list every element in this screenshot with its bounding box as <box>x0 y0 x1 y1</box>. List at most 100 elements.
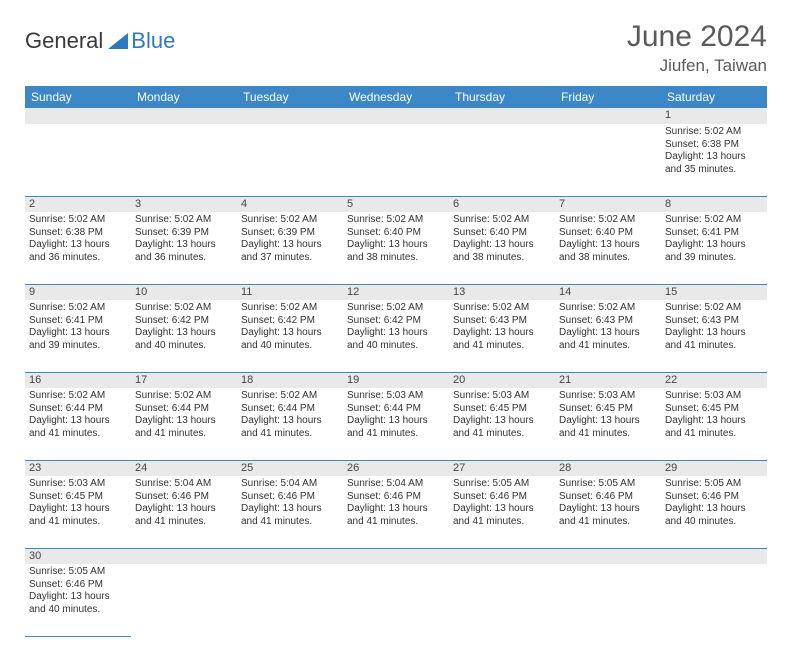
logo: GeneralBlue <box>25 28 175 54</box>
day-number-cell: 1 <box>661 108 767 124</box>
day-number-cell: 24 <box>131 460 237 476</box>
day-number-cell <box>343 108 449 124</box>
day-number-cell: 23 <box>25 460 131 476</box>
day-cell: Sunrise: 5:05 AMSunset: 6:46 PMDaylight:… <box>25 564 131 636</box>
day-cell: Sunrise: 5:02 AMSunset: 6:40 PMDaylight:… <box>555 212 661 284</box>
day-cell <box>449 124 555 196</box>
daylight-line: Daylight: 13 hours and 41 minutes. <box>347 415 445 440</box>
day-number-cell: 18 <box>237 372 343 388</box>
sunset-line: Sunset: 6:46 PM <box>241 491 339 504</box>
day-cell-content: Sunrise: 5:02 AMSunset: 6:44 PMDaylight:… <box>25 388 131 444</box>
day-cell <box>449 564 555 636</box>
day-cell-content: Sunrise: 5:02 AMSunset: 6:43 PMDaylight:… <box>661 300 767 356</box>
sunset-line: Sunset: 6:44 PM <box>241 403 339 416</box>
day-number-cell: 15 <box>661 284 767 300</box>
day-cell: Sunrise: 5:02 AMSunset: 6:38 PMDaylight:… <box>25 212 131 284</box>
day-cell: Sunrise: 5:03 AMSunset: 6:45 PMDaylight:… <box>449 388 555 460</box>
day-number-cell: 2 <box>25 196 131 212</box>
day-cell: Sunrise: 5:02 AMSunset: 6:39 PMDaylight:… <box>237 212 343 284</box>
day-cell: Sunrise: 5:04 AMSunset: 6:46 PMDaylight:… <box>237 476 343 548</box>
day-number-cell: 28 <box>555 460 661 476</box>
sunrise-line: Sunrise: 5:02 AM <box>559 302 657 315</box>
day-number-row: 9101112131415 <box>25 284 767 300</box>
day-cell-content: Sunrise: 5:03 AMSunset: 6:45 PMDaylight:… <box>555 388 661 444</box>
daylight-line: Daylight: 13 hours and 36 minutes. <box>135 239 233 264</box>
sunset-line: Sunset: 6:41 PM <box>29 315 127 328</box>
day-cell <box>343 124 449 196</box>
day-number-cell: 14 <box>555 284 661 300</box>
week-row: Sunrise: 5:05 AMSunset: 6:46 PMDaylight:… <box>25 564 767 636</box>
daylight-line: Daylight: 13 hours and 41 minutes. <box>241 503 339 528</box>
day-cell: Sunrise: 5:02 AMSunset: 6:44 PMDaylight:… <box>131 388 237 460</box>
day-number-row: 23242526272829 <box>25 460 767 476</box>
daylight-line: Daylight: 13 hours and 41 minutes. <box>135 503 233 528</box>
day-cell <box>343 564 449 636</box>
sunset-line: Sunset: 6:46 PM <box>559 491 657 504</box>
day-cell: Sunrise: 5:03 AMSunset: 6:45 PMDaylight:… <box>661 388 767 460</box>
day-cell-content: Sunrise: 5:02 AMSunset: 6:38 PMDaylight:… <box>25 212 131 268</box>
weekday-header: Friday <box>555 86 661 108</box>
day-cell: Sunrise: 5:02 AMSunset: 6:43 PMDaylight:… <box>661 300 767 372</box>
day-cell: Sunrise: 5:02 AMSunset: 6:43 PMDaylight:… <box>449 300 555 372</box>
day-cell <box>237 564 343 636</box>
sunset-line: Sunset: 6:38 PM <box>665 139 763 152</box>
logo-sail-icon <box>106 31 130 51</box>
day-number-cell: 22 <box>661 372 767 388</box>
daylight-line: Daylight: 13 hours and 35 minutes. <box>665 151 763 176</box>
daylight-line: Daylight: 13 hours and 41 minutes. <box>347 503 445 528</box>
day-number-row: 30 <box>25 548 767 564</box>
day-number-row: 2345678 <box>25 196 767 212</box>
sunset-line: Sunset: 6:45 PM <box>453 403 551 416</box>
sunrise-line: Sunrise: 5:03 AM <box>453 390 551 403</box>
day-cell-content: Sunrise: 5:02 AMSunset: 6:40 PMDaylight:… <box>449 212 555 268</box>
daylight-line: Daylight: 13 hours and 38 minutes. <box>453 239 551 264</box>
day-number-cell: 10 <box>131 284 237 300</box>
day-number-cell: 26 <box>343 460 449 476</box>
day-number-cell <box>661 548 767 564</box>
sunrise-line: Sunrise: 5:02 AM <box>29 390 127 403</box>
sunset-line: Sunset: 6:46 PM <box>135 491 233 504</box>
sunrise-line: Sunrise: 5:03 AM <box>347 390 445 403</box>
sunrise-line: Sunrise: 5:04 AM <box>347 478 445 491</box>
day-number-cell: 9 <box>25 284 131 300</box>
day-number-cell: 8 <box>661 196 767 212</box>
week-row: Sunrise: 5:02 AMSunset: 6:44 PMDaylight:… <box>25 388 767 460</box>
day-cell-content: Sunrise: 5:03 AMSunset: 6:45 PMDaylight:… <box>25 476 131 532</box>
weekday-header: Tuesday <box>237 86 343 108</box>
daylight-line: Daylight: 13 hours and 40 minutes. <box>347 327 445 352</box>
day-cell-content: Sunrise: 5:02 AMSunset: 6:38 PMDaylight:… <box>661 124 767 180</box>
day-number-cell: 13 <box>449 284 555 300</box>
sunrise-line: Sunrise: 5:04 AM <box>241 478 339 491</box>
day-cell-content: Sunrise: 5:02 AMSunset: 6:41 PMDaylight:… <box>661 212 767 268</box>
daylight-line: Daylight: 13 hours and 41 minutes. <box>453 415 551 440</box>
sunrise-line: Sunrise: 5:03 AM <box>29 478 127 491</box>
sunset-line: Sunset: 6:43 PM <box>559 315 657 328</box>
sunset-line: Sunset: 6:40 PM <box>559 227 657 240</box>
weekday-header: Thursday <box>449 86 555 108</box>
daylight-line: Daylight: 13 hours and 40 minutes. <box>29 591 127 616</box>
sunset-line: Sunset: 6:44 PM <box>135 403 233 416</box>
day-cell: Sunrise: 5:03 AMSunset: 6:45 PMDaylight:… <box>25 476 131 548</box>
day-number-cell: 17 <box>131 372 237 388</box>
weekday-header: Monday <box>131 86 237 108</box>
weekday-header: Saturday <box>661 86 767 108</box>
day-number-cell <box>131 548 237 564</box>
sunset-line: Sunset: 6:45 PM <box>559 403 657 416</box>
day-cell: Sunrise: 5:02 AMSunset: 6:40 PMDaylight:… <box>343 212 449 284</box>
daylight-line: Daylight: 13 hours and 41 minutes. <box>559 503 657 528</box>
day-number-cell: 20 <box>449 372 555 388</box>
sunrise-line: Sunrise: 5:02 AM <box>347 214 445 227</box>
calendar-table: SundayMondayTuesdayWednesdayThursdayFrid… <box>25 86 767 637</box>
daylight-line: Daylight: 13 hours and 41 minutes. <box>29 415 127 440</box>
day-number-cell <box>237 548 343 564</box>
sunrise-line: Sunrise: 5:05 AM <box>29 566 127 579</box>
daylight-line: Daylight: 13 hours and 41 minutes. <box>135 415 233 440</box>
day-cell: Sunrise: 5:02 AMSunset: 6:42 PMDaylight:… <box>237 300 343 372</box>
daylight-line: Daylight: 13 hours and 37 minutes. <box>241 239 339 264</box>
day-cell: Sunrise: 5:02 AMSunset: 6:43 PMDaylight:… <box>555 300 661 372</box>
sunrise-line: Sunrise: 5:02 AM <box>241 214 339 227</box>
day-cell-content: Sunrise: 5:05 AMSunset: 6:46 PMDaylight:… <box>449 476 555 532</box>
sunset-line: Sunset: 6:41 PM <box>665 227 763 240</box>
sunset-line: Sunset: 6:42 PM <box>347 315 445 328</box>
day-number-cell: 30 <box>25 548 131 564</box>
